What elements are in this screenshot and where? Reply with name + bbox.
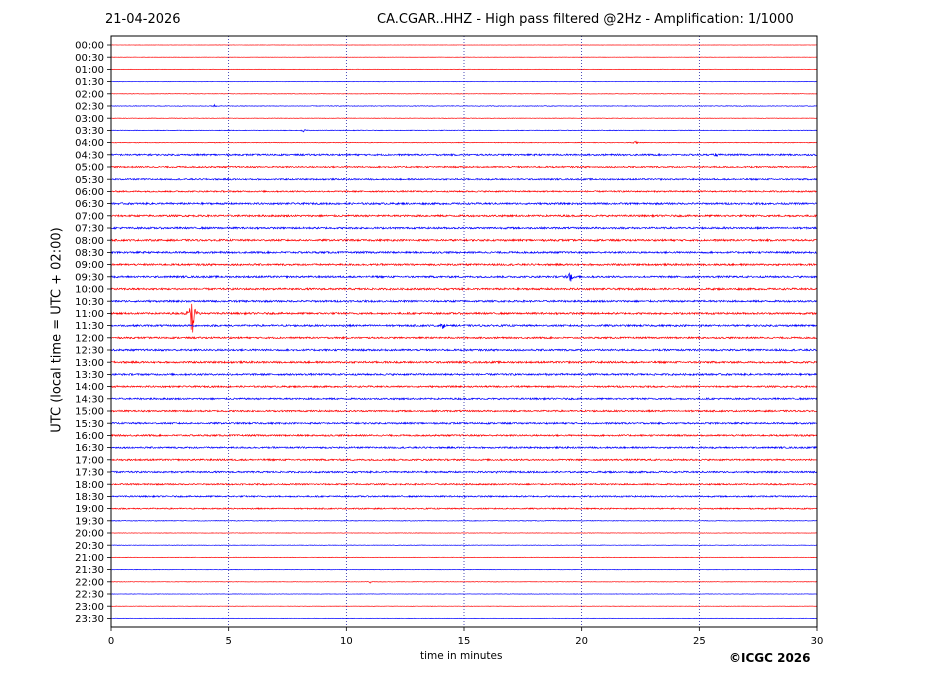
grid-lines [228,36,700,627]
trace-0600 [110,189,818,194]
trace-1200 [110,335,818,340]
y-tick-label: 00:00 [75,41,104,52]
x-tick-labels: 0 5 10 15 20 25 30 [108,627,824,647]
plot-frame [110,35,818,628]
trace-0500 [110,165,818,169]
trace-0630 [110,201,818,206]
y-tick-label: 07:00 [75,211,104,222]
y-tick-label: 20:30 [75,541,104,552]
y-tick-label: 14:00 [75,382,104,393]
y-tick-label: 01:00 [75,65,104,76]
y-tick-label: 12:00 [75,333,104,344]
trace-1030 [110,299,818,304]
x-tick-label: 10 [340,636,353,647]
x-axis-label: time in minutes [420,650,503,662]
copyright-label: ©ICGC 2026 [729,651,811,665]
y-tick-label: 22:30 [75,590,104,601]
y-tick-label: 20:00 [75,529,104,540]
y-tick-label: 17:30 [75,468,104,479]
y-tick-label: 21:30 [75,565,104,576]
trace-1930 [110,519,818,522]
y-tick-label: 23:30 [75,614,104,625]
x-tick-label: 20 [575,636,588,647]
y-tick-label: 19:00 [75,504,104,515]
trace-0400 [110,140,818,145]
y-tick-label: 03:00 [75,114,104,125]
trace-1300 [110,360,818,365]
y-tick-label: 14:30 [75,394,104,405]
y-tick-label: 19:30 [75,516,104,527]
x-tick-label: 0 [108,636,114,647]
trace-0700 [110,213,818,218]
y-tick-label: 05:30 [75,175,104,186]
y-tick-label: 18:00 [75,480,104,491]
x-tick-label: 30 [811,636,824,647]
trace-1900 [110,507,818,511]
y-tick-label: 05:00 [75,163,104,174]
y-tick-label: 06:00 [75,187,104,198]
y-tick-label: 09:30 [75,272,104,283]
y-tick-label: 12:30 [75,346,104,357]
y-tick-label: 02:30 [75,102,104,113]
y-tick-label: 17:00 [75,455,104,466]
y-tick-label: 15:00 [75,407,104,418]
y-tick-label: 22:00 [75,577,104,588]
y-tick-label: 08:30 [75,248,104,259]
y-tick-label: 21:00 [75,553,104,564]
y-tick-label: 07:30 [75,224,104,235]
y-tick-label: 04:00 [75,138,104,149]
y-tick-label: 16:30 [75,443,104,454]
trace-0930 [110,272,818,282]
y-tick-label: 13:30 [75,370,104,381]
y-tick-label: 04:30 [75,150,104,161]
y-tick-label: 16:00 [75,431,104,442]
x-tick-label: 25 [693,636,706,647]
chart-title: CA.CGAR..HHZ - High pass filtered @2Hz -… [377,12,794,27]
y-tick-label: 11:30 [75,321,104,332]
y-tick-label: 18:30 [75,492,104,503]
date-label: 21-04-2026 [105,12,181,27]
y-tick-label: 01:30 [75,77,104,88]
y-tick-label: 11:00 [75,309,104,320]
trace-0430 [110,152,818,158]
trace-0330 [110,129,818,133]
x-tick-label: 5 [225,636,231,647]
trace-2200 [110,581,818,584]
trace-1130 [110,323,818,329]
y-axis-label: UTC (local time = UTC + 02:00) [49,227,65,433]
y-tick-label: 10:30 [75,297,104,308]
x-tick-label: 15 [458,636,471,647]
y-tick-label: 13:00 [75,358,104,369]
trace-1330 [110,372,818,377]
y-tick-label: 09:00 [75,260,104,271]
y-tick-label: 00:30 [75,53,104,64]
y-tick-label: 06:30 [75,199,104,210]
trace-group [110,44,818,619]
trace-0530 [110,177,818,181]
trace-1230 [110,347,818,352]
y-tick-label: 23:00 [75,602,104,613]
y-tick-label: 10:00 [75,285,104,296]
y-tick-label: 02:00 [75,89,104,100]
y-tick-label: 03:30 [75,126,104,137]
y-tick-label: 08:00 [75,236,104,247]
y-tick-label: 15:30 [75,419,104,430]
